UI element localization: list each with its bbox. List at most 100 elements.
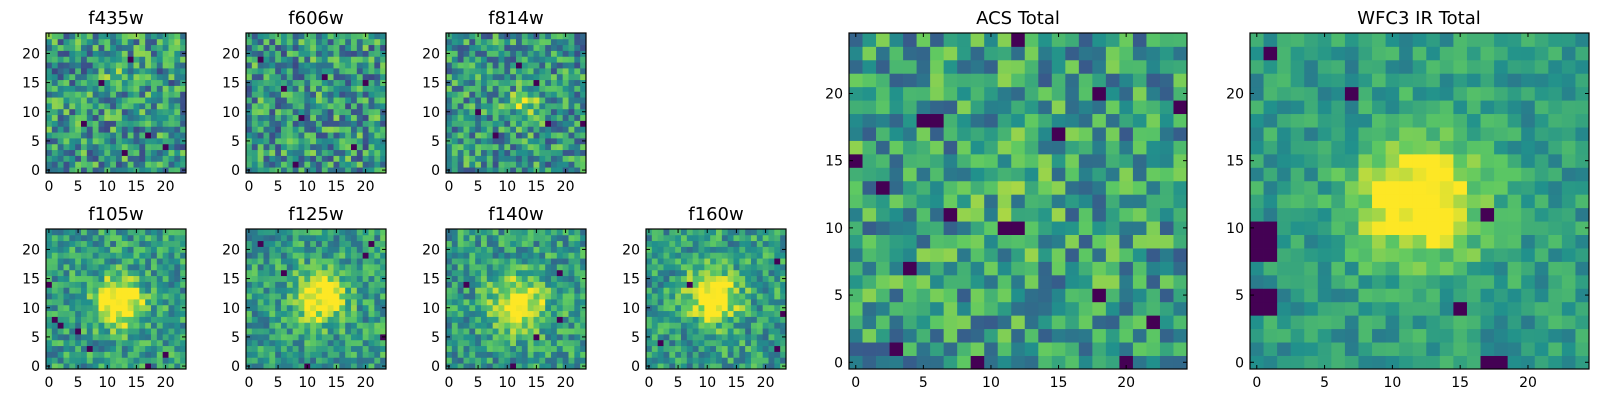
heatmap-cell xyxy=(1317,342,1332,356)
heatmap-cell xyxy=(1173,301,1188,316)
heatmap-cell xyxy=(127,351,134,358)
heatmap-cell xyxy=(104,149,111,156)
heatmap-cell xyxy=(516,138,523,145)
heatmap-cell xyxy=(362,281,369,288)
heatmap-cell xyxy=(669,351,676,358)
heatmap-cell xyxy=(156,91,164,98)
heatmap-cell xyxy=(1105,315,1120,330)
heatmap-cell xyxy=(521,299,529,306)
heatmap-cell xyxy=(156,149,164,156)
heatmap-cell xyxy=(251,161,259,168)
heatmap-cell xyxy=(463,310,470,317)
heatmap-cell xyxy=(1065,315,1080,330)
heatmap-cell xyxy=(304,143,311,151)
heatmap-cell xyxy=(492,287,499,294)
heatmap-cell xyxy=(780,328,787,335)
heatmap-cell xyxy=(145,138,152,145)
heatmap-cell xyxy=(351,264,358,271)
heatmap-cell xyxy=(481,322,488,329)
heatmap-cell xyxy=(69,287,76,294)
heatmap-cell xyxy=(286,85,294,92)
heatmap-cell xyxy=(739,304,746,312)
heatmap-cell xyxy=(469,155,476,162)
heatmap-cell xyxy=(516,310,523,317)
heatmap-cell xyxy=(145,246,152,253)
heatmap-cell xyxy=(475,351,482,358)
heatmap-cell xyxy=(98,264,105,271)
heatmap-cell xyxy=(168,167,175,174)
heatmap-cell xyxy=(568,120,575,127)
heatmap-cell xyxy=(139,229,146,236)
heatmap-cell xyxy=(527,258,534,265)
heatmap-cell xyxy=(286,310,294,317)
heatmap-cell xyxy=(903,328,917,343)
heatmap-cell xyxy=(133,264,140,271)
heatmap-cell xyxy=(498,299,505,306)
heatmap-cell xyxy=(151,85,158,92)
heatmap-cell xyxy=(57,293,64,300)
heatmap-cell xyxy=(63,103,70,110)
heatmap-cell xyxy=(374,334,381,341)
heatmap-cell xyxy=(310,252,317,259)
heatmap-cell xyxy=(486,103,494,110)
heatmap-cell xyxy=(351,246,358,253)
heatmap-cell xyxy=(1105,100,1120,115)
heatmap-cell xyxy=(957,248,972,262)
heatmap-cell xyxy=(533,155,540,162)
heatmap-cell xyxy=(539,351,546,358)
heatmap-cell xyxy=(663,234,670,242)
heatmap-cell xyxy=(98,357,105,364)
heatmap-cell xyxy=(469,304,476,312)
heatmap-cell xyxy=(257,299,264,306)
heatmap-cell xyxy=(46,351,53,358)
heatmap-cell xyxy=(139,240,146,247)
heatmap-cell xyxy=(362,44,369,51)
panel-title: f160w xyxy=(688,204,743,225)
heatmap-cell xyxy=(316,322,323,329)
heatmap-cell xyxy=(345,50,352,57)
heatmap-cell xyxy=(333,234,340,242)
heatmap-cell xyxy=(333,85,340,92)
heatmap-cell xyxy=(997,355,1012,370)
heatmap-cell xyxy=(104,85,111,92)
heatmap-cell xyxy=(281,334,288,341)
heatmap-cell xyxy=(539,328,546,335)
heatmap-cell xyxy=(1105,73,1120,88)
heatmap-cell xyxy=(943,274,958,289)
heatmap-cell xyxy=(51,229,59,236)
heatmap-cell xyxy=(475,62,482,69)
heatmap-cell xyxy=(451,304,459,312)
heatmap-cell xyxy=(51,287,59,294)
heatmap-cell xyxy=(133,38,140,46)
heatmap-cell xyxy=(257,281,264,288)
heatmap-cell xyxy=(321,240,329,247)
heatmap-cell xyxy=(362,103,369,110)
heatmap-cell xyxy=(380,149,387,156)
heatmap-cell xyxy=(321,357,329,364)
heatmap-cell xyxy=(1385,355,1400,370)
heatmap-cell xyxy=(1011,167,1026,182)
heatmap-cell xyxy=(98,334,105,341)
heatmap-cell xyxy=(457,68,464,75)
heatmap-cell xyxy=(351,79,358,86)
heatmap-cell xyxy=(903,207,917,222)
heatmap-cell xyxy=(110,50,117,57)
heatmap-cell xyxy=(246,73,253,81)
heatmap-cell xyxy=(1011,207,1026,222)
heatmap-cell xyxy=(568,38,575,46)
heatmap-cell xyxy=(1105,355,1120,370)
heatmap-cell xyxy=(651,246,659,253)
heatmap-cell xyxy=(521,44,529,51)
heatmap-cell xyxy=(475,50,482,57)
heatmap-cell xyxy=(286,79,294,86)
heatmap-cell xyxy=(351,91,358,98)
heatmap-cell xyxy=(1078,194,1093,209)
heatmap-cell xyxy=(327,91,334,98)
heatmap-cell xyxy=(75,143,82,151)
heatmap-cell xyxy=(316,161,323,168)
heatmap-cell xyxy=(669,287,676,294)
heatmap-cell xyxy=(486,132,494,139)
heatmap-cell xyxy=(168,287,175,294)
heatmap-cell xyxy=(957,301,972,316)
heatmap-cell xyxy=(1038,194,1053,209)
